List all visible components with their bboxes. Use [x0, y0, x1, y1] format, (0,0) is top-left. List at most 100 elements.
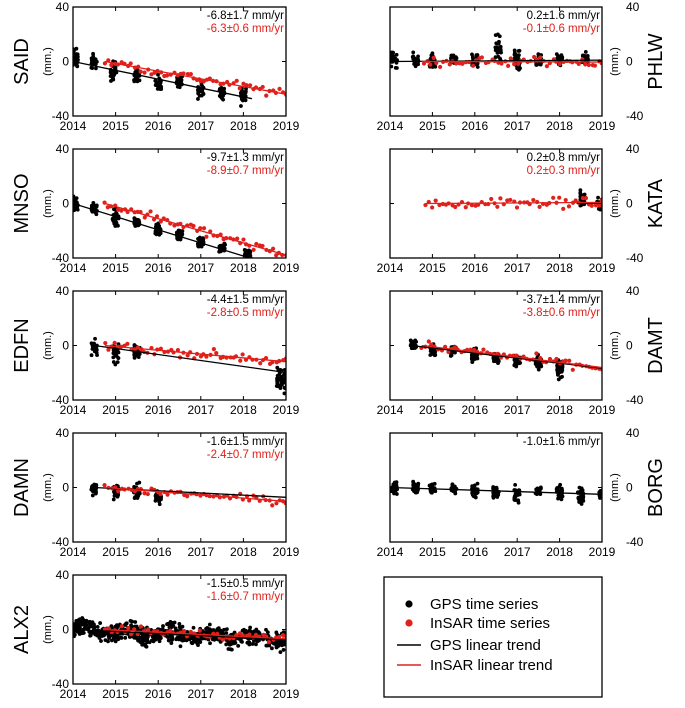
insar-point: [129, 632, 134, 637]
gps-point: [498, 46, 503, 51]
insar-point: [102, 483, 107, 488]
gps-point: [156, 495, 161, 500]
gps-point: [222, 241, 227, 246]
gps-point: [171, 623, 176, 628]
gps-point: [278, 650, 283, 655]
insar-point: [428, 62, 433, 67]
gps-rate-label: -4.4±1.5 mm/yr: [207, 294, 284, 306]
gps-point: [112, 207, 116, 212]
gps-point: [112, 351, 117, 356]
insar-point: [453, 204, 458, 210]
station-name: MNSO: [11, 174, 33, 234]
gps-point: [516, 500, 521, 505]
gps-point: [409, 346, 414, 351]
gps-rate-label: 0.2±1.6 mm/yr: [527, 10, 601, 22]
x-tick-label: 2016: [145, 403, 172, 417]
x-tick-label: 2015: [102, 403, 129, 417]
panel-alx2: 2014 2015 2016 2017 2018 2019 -40 0 40 (mm.) ALX2 -…: [11, 568, 300, 701]
gps-point: [475, 65, 480, 69]
gps-point: [557, 370, 562, 375]
insar-point: [264, 93, 269, 98]
gps-point: [99, 639, 103, 643]
plot-area: [390, 479, 607, 506]
gps-point: [598, 207, 602, 212]
x-tick-label: 2014: [60, 687, 87, 701]
gps-point: [274, 630, 279, 635]
gps-point: [287, 378, 291, 382]
gps-point: [135, 76, 140, 81]
gps-point: [133, 495, 137, 500]
gps-point: [450, 482, 455, 487]
gps-point: [132, 485, 137, 489]
gps-point: [411, 479, 416, 484]
gps-point: [278, 378, 283, 383]
x-tick-label: 2014: [60, 403, 87, 417]
insar-point: [576, 61, 581, 67]
gps-rate-label: -6.8±1.7 mm/yr: [207, 10, 284, 22]
gps-point: [116, 356, 121, 361]
insar-point: [158, 492, 163, 497]
gps-point: [475, 53, 480, 57]
gps-point: [153, 493, 158, 498]
gps-point: [432, 481, 437, 486]
insar-point: [481, 347, 486, 352]
insar-point: [185, 72, 190, 77]
y-unit-label: (mm.): [609, 47, 621, 76]
gps-point: [132, 353, 137, 357]
y-tick-label: 40: [626, 0, 640, 14]
gps-point: [231, 641, 236, 645]
legend-frame: [383, 576, 603, 698]
gps-rate-label: -9.7±1.3 mm/yr: [207, 152, 284, 164]
insar-rate-label: -8.9±0.7 mm/yr: [207, 165, 284, 177]
insar-point: [260, 243, 265, 249]
gps-point: [394, 66, 399, 70]
insar-point: [175, 348, 181, 353]
gps-point: [603, 497, 607, 501]
insar-point: [446, 349, 451, 355]
gps-trend-line: [73, 202, 250, 258]
gps-point: [493, 33, 498, 38]
x-tick-label: 2015: [419, 545, 446, 559]
insar-rate-label: -1.6±0.7 mm/yr: [207, 591, 284, 603]
insar-point: [146, 627, 151, 632]
insar-point: [237, 86, 242, 91]
gps-point: [267, 643, 272, 648]
insar-point: [583, 62, 588, 67]
y-unit-label: (mm.): [42, 615, 54, 644]
gps-point: [558, 482, 563, 487]
gps-point: [196, 643, 200, 647]
insar-point: [516, 61, 521, 66]
insar-point: [586, 62, 591, 68]
gps-point: [81, 617, 85, 622]
gps-point: [416, 481, 421, 486]
insar-point: [201, 226, 207, 231]
y-tick-label: -40: [626, 393, 644, 407]
insar-point: [191, 223, 196, 229]
gps-point: [161, 624, 165, 628]
x-tick-label: 2017: [504, 545, 531, 559]
y-unit-label: (mm.): [42, 331, 54, 360]
insar-point: [274, 253, 279, 258]
insar-point: [429, 342, 434, 347]
insar-point: [211, 347, 216, 352]
insar-point: [198, 226, 203, 231]
plot-area: [423, 188, 602, 212]
gps-point: [413, 338, 418, 343]
gps-point: [95, 353, 99, 358]
gps-point: [112, 634, 117, 639]
x-tick-label: 2017: [187, 403, 214, 417]
gps-point: [136, 638, 141, 643]
gps-point: [514, 363, 518, 367]
gps-point: [98, 621, 103, 625]
insar-point: [119, 624, 124, 629]
insar-point: [270, 246, 276, 251]
insar-point: [251, 247, 256, 252]
insar-point: [544, 64, 549, 69]
x-tick-label: 2015: [102, 119, 129, 133]
insar-point: [470, 63, 476, 68]
gps-point: [514, 498, 519, 503]
gps-point: [217, 244, 222, 249]
gps-point: [256, 630, 261, 634]
gps-point: [111, 76, 115, 81]
insar-point: [248, 83, 253, 88]
